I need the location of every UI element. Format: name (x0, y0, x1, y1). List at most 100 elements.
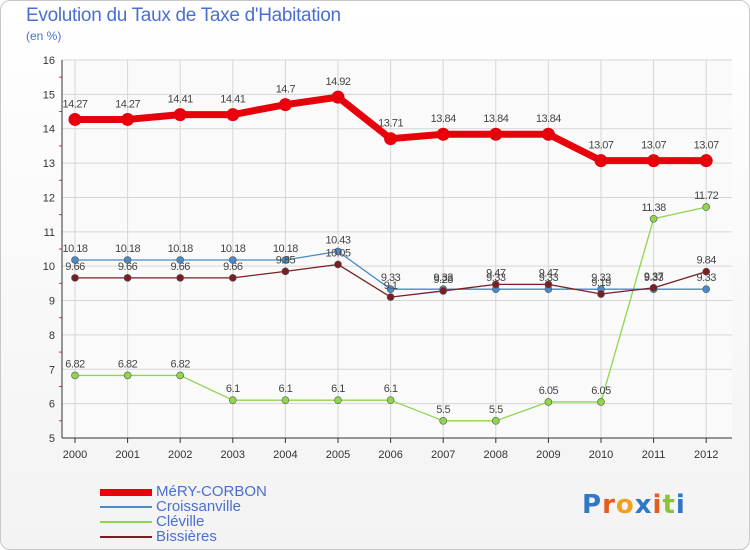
data-point (229, 274, 237, 282)
data-point (699, 154, 713, 168)
logo-letter: o (615, 490, 635, 520)
data-point (489, 127, 503, 141)
data-label: 14.92 (325, 76, 350, 88)
data-label: 9.37 (644, 271, 664, 283)
data-label: 6.1 (226, 383, 240, 395)
data-point (176, 274, 184, 282)
data-label: 14.27 (62, 98, 87, 110)
x-tick-label: 2012 (694, 449, 718, 461)
data-label: 14.27 (115, 98, 140, 110)
data-point (386, 285, 395, 294)
y-tick-label: 13 (43, 158, 55, 170)
data-point (281, 267, 290, 276)
data-label: 6.82 (65, 358, 85, 370)
y-tick-label: 14 (43, 124, 55, 136)
data-label: 9.66 (65, 261, 85, 273)
data-label: 10.18 (168, 243, 193, 255)
data-point (226, 108, 240, 122)
data-point (439, 287, 448, 295)
data-label: 13.84 (431, 113, 456, 125)
y-tick-label: 10 (43, 261, 55, 273)
data-label: 13.07 (641, 140, 666, 152)
x-tick-label: 2002 (168, 449, 192, 461)
data-point (123, 371, 132, 380)
data-label: 13.71 (378, 118, 403, 130)
logo-letter: r (602, 490, 616, 520)
data-point (176, 371, 184, 380)
proxiti-logo: Proxiti (582, 490, 686, 520)
data-point (386, 396, 395, 405)
data-point (281, 256, 290, 264)
data-label: 9.47 (539, 267, 559, 279)
data-point (491, 280, 500, 289)
data-point (384, 132, 398, 146)
x-tick-label: 2011 (642, 449, 666, 461)
data-point (544, 280, 553, 289)
data-label: 9.28 (433, 274, 453, 286)
data-label: 9.33 (433, 272, 453, 284)
data-point (597, 398, 605, 406)
data-label: 9.1 (384, 280, 398, 292)
data-label: 9.85 (276, 254, 296, 266)
data-point (281, 396, 290, 405)
data-point (176, 256, 184, 264)
data-label: 13.84 (483, 113, 508, 125)
legend-label: Bissières (156, 528, 217, 545)
legend-swatch (100, 489, 152, 496)
data-point (647, 154, 661, 168)
logo-letter: x (634, 490, 653, 520)
y-tick-label: 9 (49, 296, 55, 308)
y-tick-label: 15 (43, 89, 55, 101)
data-point (594, 154, 608, 168)
x-tick-label: 2000 (63, 449, 87, 461)
data-point (702, 267, 711, 276)
legend-swatch (100, 506, 152, 508)
data-point (541, 127, 555, 141)
data-label: 13.07 (694, 140, 719, 152)
data-label: 9.84 (696, 255, 716, 267)
legend-swatch (100, 536, 152, 538)
data-label: 6.1 (331, 383, 345, 395)
data-point (386, 293, 395, 301)
data-label: 9.33 (486, 272, 506, 284)
data-label: 9.47 (486, 267, 506, 279)
data-label: 14.41 (220, 94, 245, 106)
data-label: 5.5 (489, 404, 503, 416)
y-tick-label: 11 (44, 227, 55, 239)
data-label: 11.38 (641, 202, 666, 214)
data-label: 14.7 (276, 84, 296, 96)
data-point (544, 398, 553, 406)
data-label: 9.33 (696, 272, 716, 284)
data-label: 6.1 (384, 383, 398, 395)
x-tick-label: 2009 (536, 449, 560, 461)
data-point (123, 274, 132, 282)
data-point (649, 284, 658, 292)
data-point (436, 127, 450, 141)
logo-letter: i (652, 490, 663, 520)
data-point (229, 396, 237, 405)
data-label: 10.18 (220, 243, 245, 255)
logo-letter: i (675, 490, 686, 520)
data-point (597, 290, 605, 298)
x-tick-label: 2004 (273, 449, 297, 461)
data-label: 6.05 (591, 385, 611, 397)
data-label: 14.41 (168, 94, 193, 106)
data-label: 13.84 (536, 113, 561, 125)
y-tick-label: 12 (43, 192, 55, 204)
data-label: 6.82 (170, 358, 190, 370)
data-label: 9.33 (591, 272, 611, 284)
data-point (491, 417, 500, 425)
data-label: 10.18 (115, 243, 140, 255)
x-tick-label: 2008 (484, 449, 508, 461)
data-label: 6.05 (539, 385, 559, 397)
y-tick-label: 16 (43, 55, 55, 67)
data-label: 10.43 (325, 234, 350, 246)
logo-letter: t (662, 490, 676, 520)
y-tick-label: 8 (49, 330, 55, 342)
data-label: 11.72 (694, 190, 719, 202)
data-point (702, 203, 711, 211)
legend-label: Croissanville (156, 498, 242, 515)
data-point (71, 274, 79, 282)
data-point (334, 260, 342, 269)
